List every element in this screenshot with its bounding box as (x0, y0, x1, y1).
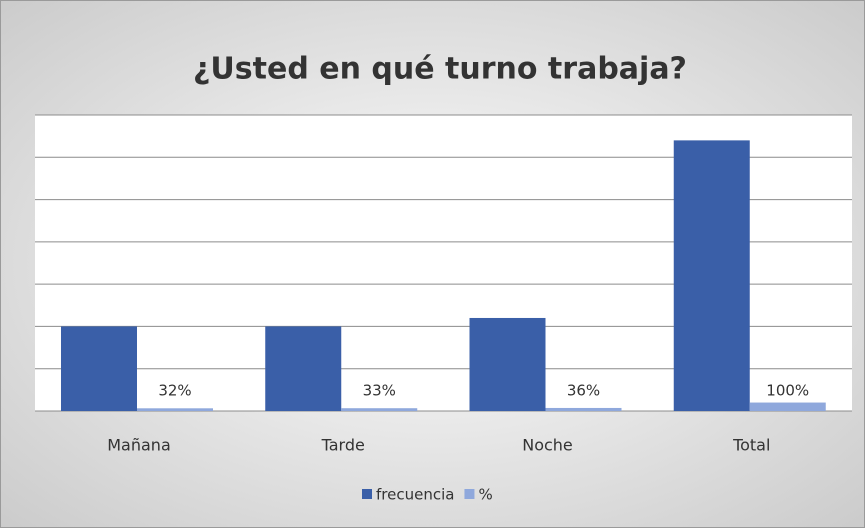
bar (673, 140, 750, 411)
data-label: 100% (766, 382, 809, 400)
bar (61, 326, 137, 411)
bar (265, 326, 342, 411)
data-label: 33% (363, 382, 396, 400)
bar (749, 402, 826, 411)
legend-swatch (464, 489, 475, 499)
bar (137, 408, 213, 411)
chart-title: ¿Usted en qué turno trabaja? (193, 52, 687, 87)
data-label: 36% (567, 382, 600, 400)
x-tick-label: Noche (522, 436, 573, 455)
x-tick-label: Total (732, 436, 770, 455)
legend-swatch (362, 489, 372, 499)
bar (469, 317, 546, 411)
legend-label: % (478, 486, 492, 504)
data-label: 32% (158, 382, 191, 400)
x-tick-label: Mañana (107, 436, 171, 455)
bar (341, 408, 418, 411)
legend-label: frecuencia (376, 486, 454, 504)
bar (545, 407, 622, 411)
x-tick-label: Tarde (321, 436, 365, 455)
